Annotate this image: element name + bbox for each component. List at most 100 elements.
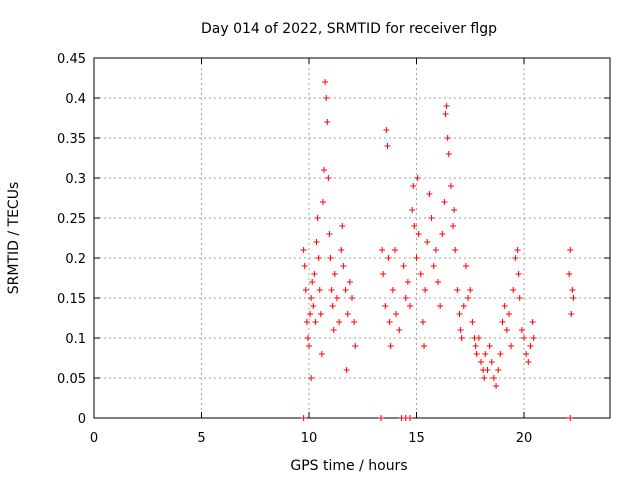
data-point bbox=[385, 255, 392, 261]
y-tick-label: 0.4 bbox=[65, 92, 86, 107]
data-point bbox=[568, 311, 575, 317]
data-point bbox=[319, 199, 326, 205]
y-tick-label: 0.35 bbox=[57, 132, 86, 147]
data-point bbox=[410, 183, 417, 189]
data-point bbox=[317, 311, 324, 317]
data-point bbox=[325, 175, 332, 181]
data-point bbox=[460, 303, 467, 309]
data-point bbox=[311, 271, 318, 277]
data-point bbox=[508, 343, 515, 349]
data-point bbox=[342, 287, 349, 293]
x-tick-label: 20 bbox=[516, 431, 533, 446]
data-point bbox=[447, 183, 454, 189]
data-point bbox=[306, 343, 312, 349]
data-point bbox=[302, 287, 309, 293]
data-point bbox=[525, 359, 532, 365]
data-point bbox=[300, 247, 307, 253]
data-point bbox=[414, 175, 421, 181]
data-point bbox=[495, 367, 502, 373]
data-point bbox=[567, 247, 574, 253]
data-point bbox=[396, 327, 403, 333]
data-point bbox=[326, 231, 333, 237]
data-point bbox=[404, 279, 411, 285]
data-point bbox=[435, 279, 441, 285]
data-point bbox=[484, 367, 491, 373]
data-point bbox=[442, 111, 449, 117]
data-point bbox=[419, 319, 426, 325]
data-point bbox=[351, 319, 358, 325]
data-point bbox=[462, 263, 469, 269]
data-point bbox=[503, 327, 510, 333]
data-point bbox=[378, 415, 385, 421]
chart-title: Day 014 of 2022, SRMTID for receiver flg… bbox=[201, 21, 497, 37]
data-point bbox=[490, 375, 497, 381]
data-point bbox=[567, 415, 574, 421]
data-point bbox=[458, 335, 465, 341]
data-point bbox=[452, 247, 459, 253]
data-point bbox=[310, 303, 317, 309]
data-point bbox=[386, 319, 393, 325]
data-point bbox=[383, 127, 390, 133]
data-point bbox=[523, 351, 530, 357]
data-point bbox=[303, 319, 310, 325]
data-point bbox=[329, 303, 336, 309]
y-tick-label: 0.3 bbox=[65, 172, 86, 187]
data-point bbox=[499, 319, 506, 325]
data-point bbox=[382, 303, 389, 309]
plot-frame bbox=[93, 57, 611, 419]
data-point bbox=[312, 319, 319, 325]
data-point bbox=[389, 287, 396, 293]
data-point bbox=[331, 271, 338, 277]
data-point bbox=[407, 415, 414, 421]
x-tick-label: 5 bbox=[197, 431, 205, 446]
data-point bbox=[316, 287, 323, 293]
data-point bbox=[497, 351, 504, 357]
data-point bbox=[318, 351, 325, 357]
y-tick-label: 0.2 bbox=[65, 252, 86, 267]
data-point bbox=[510, 287, 517, 293]
data-point bbox=[352, 343, 359, 349]
data-point bbox=[457, 327, 464, 333]
y-tick-label: 0.45 bbox=[57, 52, 86, 67]
data-point bbox=[322, 79, 329, 85]
data-point bbox=[301, 263, 308, 269]
data-point bbox=[346, 279, 353, 285]
data-point bbox=[327, 255, 334, 261]
data-point bbox=[570, 295, 577, 301]
data-point bbox=[330, 327, 337, 333]
y-tick-label: 0.25 bbox=[57, 212, 86, 227]
data-point bbox=[333, 295, 340, 301]
data-point bbox=[445, 151, 452, 157]
data-point bbox=[467, 287, 474, 293]
data-point bbox=[308, 295, 315, 301]
data-point bbox=[441, 199, 448, 205]
data-point bbox=[328, 287, 335, 293]
data-point bbox=[387, 343, 394, 349]
data-point bbox=[402, 295, 409, 301]
data-point bbox=[321, 167, 328, 173]
y-tick-label: 0.05 bbox=[57, 372, 86, 387]
data-point bbox=[323, 95, 330, 101]
data-point bbox=[465, 295, 472, 301]
data-point bbox=[450, 223, 457, 229]
x-tick-label: 10 bbox=[301, 431, 318, 446]
data-point bbox=[338, 247, 345, 253]
data-point bbox=[530, 335, 537, 341]
data-point bbox=[349, 295, 355, 301]
data-point bbox=[324, 119, 331, 125]
data-point bbox=[314, 215, 321, 221]
data-point bbox=[424, 239, 431, 245]
y-ticks: 0 0.05 0.1 0.15 0.2 0.25 0.3 0.35 0.4 0.45 bbox=[57, 52, 610, 427]
data-point bbox=[475, 335, 482, 341]
x-tick-label: 0 bbox=[90, 431, 98, 446]
grid bbox=[94, 58, 610, 418]
data-point bbox=[432, 247, 439, 253]
data-point bbox=[343, 367, 350, 373]
data-point bbox=[529, 319, 536, 325]
data-point bbox=[514, 247, 521, 253]
data-point bbox=[336, 319, 343, 325]
data-point bbox=[443, 103, 450, 109]
x-ticks: 0 5 10 15 20 bbox=[90, 58, 532, 446]
y-tick-label: 0.1 bbox=[65, 332, 86, 347]
data-point bbox=[422, 287, 429, 293]
